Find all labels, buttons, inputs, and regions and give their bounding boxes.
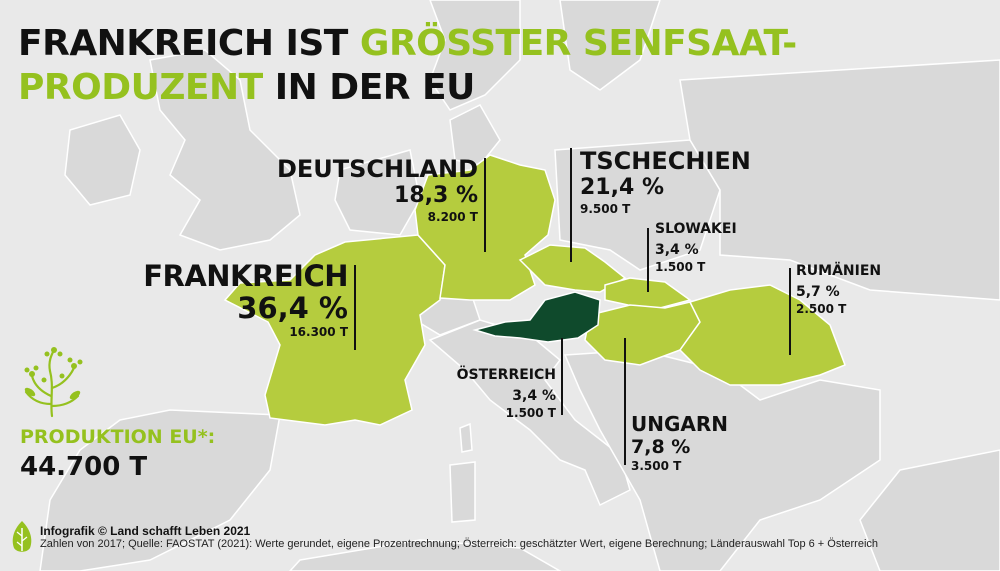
- italy-landmass: [428, 319, 631, 507]
- label-slowakei: SLOWAKEI 3,4 % 1.500 T: [655, 220, 737, 275]
- label-tschechien: TSCHECHIEN 21,4 % 9.500 T: [580, 147, 751, 217]
- slovakia-shape: [604, 277, 692, 309]
- country-percent: 21,4 %: [580, 175, 664, 200]
- country-percent: 18,3 %: [394, 183, 478, 208]
- country-name: RUMÄNIEN: [796, 263, 882, 279]
- austria-shape: [472, 291, 601, 343]
- country-name: SLOWAKEI: [655, 221, 737, 237]
- country-percent: 36,4 %: [237, 291, 348, 325]
- title-part-4: IN DER EU: [262, 67, 476, 108]
- country-name: UNGARN: [631, 412, 729, 436]
- north-africa-landmass: [288, 539, 562, 571]
- footer-source: Zahlen von 2017; Quelle: FAOSTAT (2021):…: [40, 538, 879, 550]
- country-tons: 1.500 T: [505, 406, 556, 420]
- romania-shape: [679, 284, 846, 386]
- country-percent: 3,4 %: [655, 242, 699, 258]
- france-shape: [223, 234, 446, 426]
- production-value: 44.700 T: [20, 452, 148, 482]
- corsica-landmass: [459, 422, 473, 453]
- label-frankreich: FRANKREICH 36,4 % 16.300 T: [110, 260, 348, 340]
- footer-credit: Infografik © Land schafft Leben 2021: [40, 524, 251, 538]
- leaf-logo-icon: [12, 521, 32, 552]
- eastern-europe-landmass: [679, 59, 1000, 301]
- czechia-shape: [518, 244, 627, 293]
- label-ungarn: UNGARN 7,8 % 3.500 T: [631, 412, 728, 474]
- iberia-landmass: [39, 409, 281, 571]
- country-tons: 8.200 T: [427, 210, 478, 224]
- uk-landmass: [149, 49, 301, 251]
- title-part-1: FRANKREICH IST: [18, 23, 360, 64]
- scandinavia-landmass: [429, 0, 521, 111]
- label-rumaenien: RUMÄNIEN 5,7 % 2.500 T: [796, 262, 881, 317]
- label-oesterreich: ÖSTERREICH 3,4 % 1.500 T: [430, 366, 556, 421]
- country-tons: 1.500 T: [655, 260, 706, 274]
- scandinavia-east-landmass: [559, 0, 661, 91]
- country-tons: 16.300 T: [289, 325, 348, 339]
- country-tons: 2.500 T: [796, 302, 847, 316]
- page-title: FRANKREICH IST GRÖSSTER SENFSAAT- PRODUZ…: [18, 22, 797, 110]
- benelux-landmass: [334, 149, 421, 236]
- country-name: ÖSTERREICH: [456, 367, 556, 383]
- ireland-landmass: [64, 114, 141, 206]
- sardinia-landmass: [449, 461, 476, 523]
- title-part-2: GRÖSSTER SENFSAAT-: [359, 23, 797, 64]
- country-tons: 9.500 T: [580, 202, 631, 216]
- label-deutschland: DEUTSCHLAND 18,3 % 8.200 T: [250, 155, 478, 225]
- title-part-3: PRODUZENT: [18, 67, 263, 108]
- country-percent: 5,7 %: [796, 284, 840, 300]
- country-tons: 3.500 T: [631, 459, 682, 473]
- turkey-landmass: [859, 449, 1000, 571]
- production-label: PRODUKTION EU*:: [20, 426, 216, 448]
- mustard-plant-icon: [24, 347, 83, 418]
- country-percent: 3,4 %: [512, 388, 556, 404]
- country-name: TSCHECHIEN: [580, 147, 751, 175]
- country-name: DEUTSCHLAND: [276, 155, 478, 183]
- country-name: FRANKREICH: [143, 259, 348, 293]
- denmark-landmass: [449, 104, 501, 166]
- country-percent: 7,8 %: [631, 436, 691, 458]
